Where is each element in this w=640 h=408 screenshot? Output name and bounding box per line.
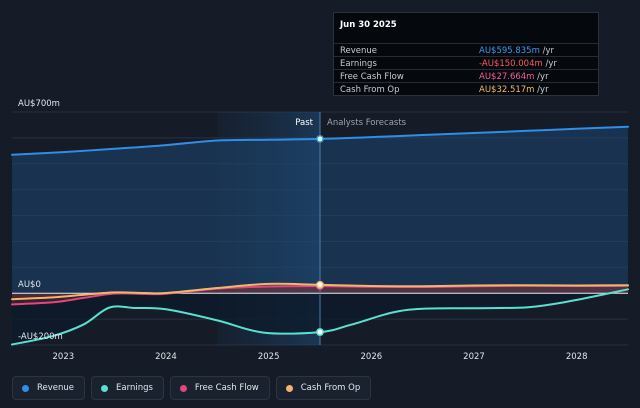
legend-dot-icon	[179, 384, 187, 392]
legend-item-revenue[interactable]: Revenue	[12, 376, 86, 400]
x-tick-label: 2026	[361, 352, 383, 362]
legend-item-earnings[interactable]: Earnings	[91, 376, 164, 400]
x-tick-label: 2024	[155, 352, 177, 362]
chart-legend: Revenue Earnings Free Cash Flow Cash Fro…	[12, 376, 372, 400]
legend-label: Cash From Op	[300, 383, 361, 393]
tooltip-row-revenue: Revenue AU$595.835m /yr	[334, 43, 598, 57]
legend-dot-icon	[101, 384, 109, 392]
legend-item-free-cash-flow[interactable]: Free Cash Flow	[169, 376, 270, 400]
tooltip-value: -AU$150.004m /yr	[479, 59, 557, 69]
data-tooltip: Jun 30 2025 Revenue AU$595.835m /yr Earn…	[333, 12, 599, 96]
cash-from-op-line	[11, 282, 629, 301]
tooltip-value: AU$32.517m /yr	[479, 85, 549, 95]
tooltip-label: Cash From Op	[340, 85, 400, 95]
forecast-label: Analysts Forecasts	[327, 118, 407, 128]
y-axis-label-bottom: -AU$200m	[18, 332, 63, 342]
y-axis-label-zero: AU$0	[18, 280, 41, 290]
free-cash-flow-area	[12, 285, 628, 305]
x-tick-label: 2023	[53, 352, 75, 362]
tooltip-label: Earnings	[340, 59, 377, 69]
legend-label: Free Cash Flow	[194, 383, 259, 393]
tooltip-label: Revenue	[340, 46, 378, 56]
tooltip-row-earnings: Earnings -AU$150.004m /yr	[334, 56, 598, 70]
legend-dot-icon	[22, 384, 29, 392]
tooltip-row-cash-from-op: Cash From Op AU$32.517m /yr	[334, 82, 598, 96]
legend-item-cash-from-op[interactable]: Cash From Op	[275, 376, 372, 400]
x-tick-label: 2025	[258, 352, 280, 362]
legend-label: Earnings	[116, 383, 153, 393]
revenue-marker	[316, 134, 324, 143]
tooltip-value: AU$595.835m /yr	[479, 46, 554, 56]
earnings-marker	[316, 328, 324, 337]
x-tick-label: 2027	[463, 352, 485, 362]
cash-from-op-marker	[316, 280, 324, 289]
past-label: Past	[295, 118, 313, 128]
tooltip-label: Free Cash Flow	[340, 72, 404, 82]
y-axis-label-top: AU$700m	[18, 99, 60, 109]
tooltip-value: AU$27.664m /yr	[479, 72, 549, 82]
x-tick-label: 2028	[566, 352, 588, 362]
legend-label: Revenue	[37, 383, 75, 393]
tooltip-date: Jun 30 2025	[340, 20, 397, 30]
tooltip-row-free-cash-flow: Free Cash Flow AU$27.664m /yr	[334, 69, 598, 83]
legend-dot-icon	[285, 384, 293, 392]
